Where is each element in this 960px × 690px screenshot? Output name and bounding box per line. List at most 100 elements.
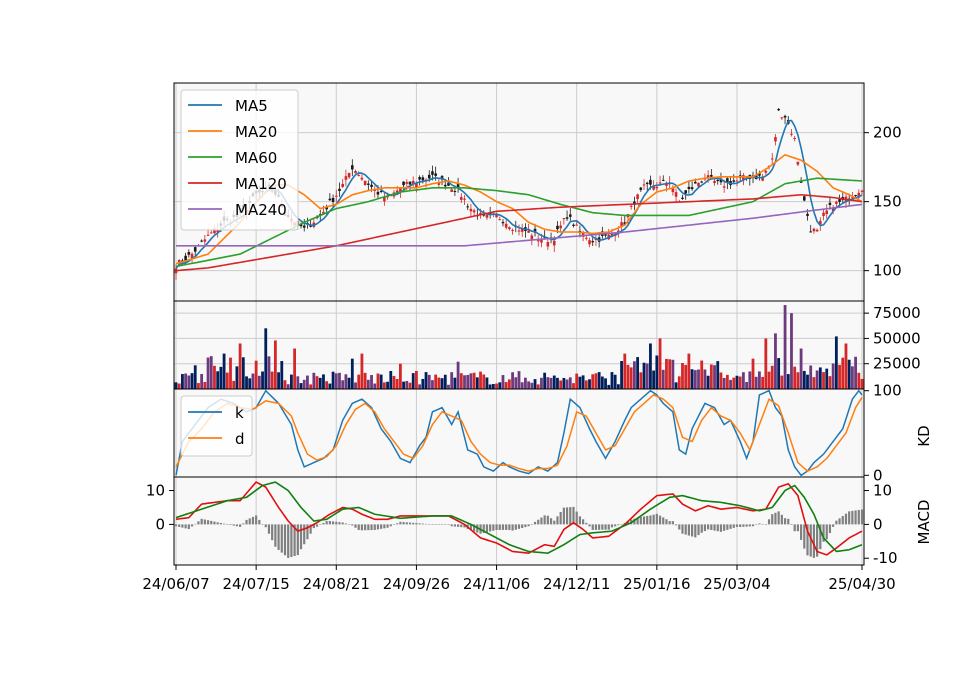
volume-bar — [498, 382, 502, 389]
ma120-line — [175, 193, 863, 272]
candle-body — [325, 207, 328, 210]
macd-hist-bar — [287, 524, 290, 558]
volume-bar — [834, 336, 838, 389]
volume-bar — [668, 359, 672, 389]
candle-body — [610, 233, 614, 236]
macd-hist-bar — [322, 522, 325, 525]
legend-label-d: d — [235, 430, 245, 448]
candle-body — [367, 183, 370, 185]
macd-hist-bar — [325, 521, 328, 525]
volume-bar — [572, 383, 575, 389]
macd-hist-bar — [697, 524, 700, 536]
kd-legend-box — [180, 395, 253, 457]
macd-hist-bar — [200, 518, 203, 525]
volume-bar — [341, 380, 345, 389]
macd-hist-bar — [848, 511, 851, 525]
volume-bar — [665, 358, 668, 389]
volume-bar — [181, 374, 184, 389]
macd-hist-bar — [309, 524, 312, 534]
volume-bar — [556, 377, 559, 389]
macd-hist-bar — [707, 524, 710, 530]
macd-hist-bar — [841, 516, 844, 525]
volume-bar — [504, 382, 508, 389]
volume-bar — [655, 355, 659, 389]
volume-bar — [466, 374, 470, 389]
volume-bar — [235, 366, 239, 389]
volume-bar — [552, 375, 556, 389]
volume-bar — [290, 374, 293, 389]
macd-hist-bar — [473, 524, 476, 532]
candle-body — [184, 255, 187, 261]
volume-bar — [540, 377, 543, 389]
volume-bar — [645, 363, 649, 389]
macd-hist-bar — [360, 524, 364, 531]
macd-hist-bar — [380, 524, 383, 529]
macd-hist-bar — [341, 522, 344, 525]
volume-bar — [363, 372, 367, 389]
macd-histogram — [174, 506, 864, 558]
macd-hist-bar — [537, 519, 540, 525]
macd-hist-bar — [751, 524, 755, 527]
macd-hist-bar — [668, 521, 671, 525]
volume-bar — [658, 338, 662, 389]
volume-bar — [559, 380, 563, 389]
candle-body — [790, 133, 793, 135]
volume-bar — [661, 369, 665, 389]
macd-hist-bar — [222, 523, 226, 525]
volume-bar — [408, 382, 412, 389]
macd-hist-bar — [505, 524, 508, 530]
candle-body — [370, 184, 373, 187]
kd-background — [174, 389, 864, 477]
candle-body — [684, 190, 687, 194]
candle-body — [629, 205, 633, 207]
candle-body — [386, 196, 389, 198]
macd-hist-bar — [620, 524, 623, 525]
macd-hist-bar — [251, 516, 255, 525]
volume-bar — [809, 365, 813, 389]
macd-hist-bar — [181, 524, 184, 528]
kd-axis-label: KD — [915, 425, 933, 446]
price-tick-label: 100 — [873, 262, 902, 280]
volume-bar — [568, 377, 572, 389]
macd-hist-bar — [190, 524, 194, 527]
volume-bar — [479, 371, 482, 389]
volume-bar — [716, 361, 720, 389]
volume-bar — [273, 340, 277, 389]
macd-hist-bar — [662, 517, 665, 525]
macd-hist-bar — [626, 521, 630, 525]
candle-body — [822, 212, 825, 216]
candle-body — [504, 223, 508, 228]
macd-hist-bar — [601, 524, 604, 530]
candle-body — [636, 194, 639, 200]
volume-bar — [245, 376, 248, 389]
macd-hist-bar — [364, 524, 367, 531]
macd-hist-bar — [543, 515, 546, 525]
candle-body — [415, 182, 418, 188]
macd-hist-bar — [614, 524, 617, 527]
candles — [174, 108, 864, 280]
volume-bar — [347, 377, 351, 389]
candle-body — [851, 197, 854, 199]
macd-hist-bar — [793, 524, 796, 532]
macd-hist-bar — [652, 514, 655, 525]
macd-hist-bar — [197, 521, 200, 525]
macd-hist-bar — [508, 524, 511, 530]
macd-ylabel: MACD — [915, 500, 933, 545]
macd-hist-bar — [713, 524, 716, 531]
macd-hist-bar — [303, 524, 306, 545]
candle-body — [469, 208, 473, 212]
volume-bar — [219, 366, 223, 389]
price-legend-box — [180, 89, 299, 231]
volume-bar — [193, 365, 197, 389]
macd-hist-bar — [565, 507, 569, 525]
candle-body — [418, 177, 421, 180]
macd-hist-bar — [187, 524, 190, 530]
volume-bar — [588, 379, 591, 389]
macd-hist-bar — [383, 524, 386, 529]
volume-bar — [241, 357, 245, 389]
candle-body — [459, 197, 463, 200]
macd-hist-bar — [315, 524, 319, 527]
macd-hist-bar — [809, 524, 812, 557]
macd-hist-bar — [261, 524, 264, 525]
candle-body — [498, 219, 502, 221]
